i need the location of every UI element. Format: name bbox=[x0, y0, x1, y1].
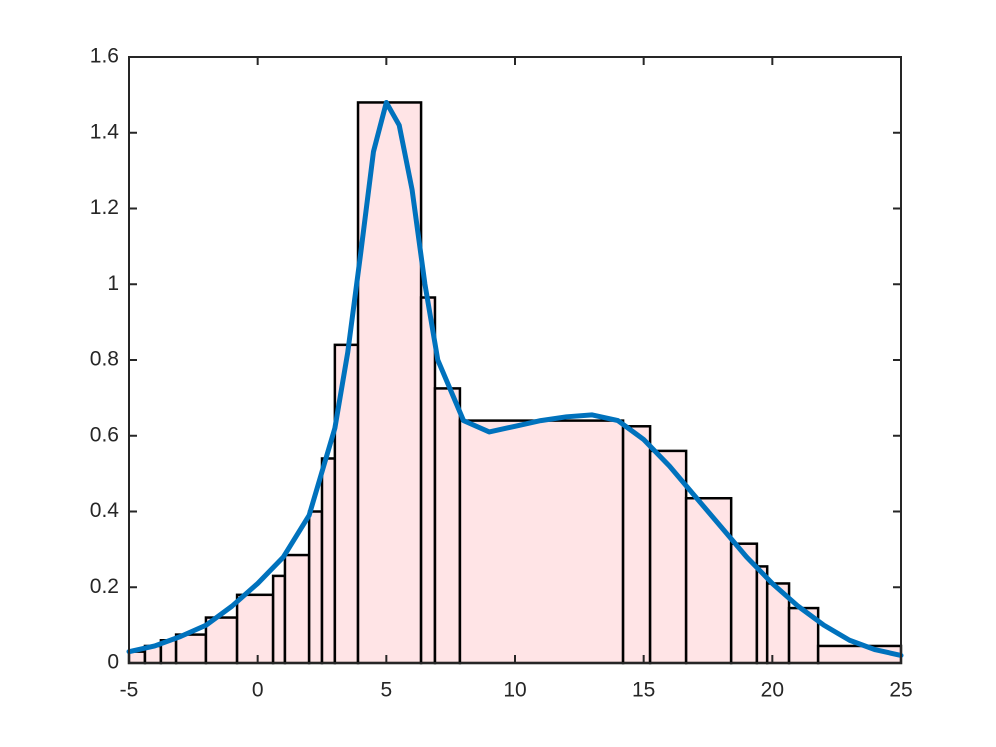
y-tick-label: 1.2 bbox=[90, 196, 119, 219]
histogram-bar bbox=[204, 616, 239, 665]
x-tick-label: 25 bbox=[889, 679, 912, 702]
histogram-bar bbox=[307, 510, 324, 665]
histogram-bar bbox=[621, 425, 652, 665]
y-tick-label: 1.4 bbox=[90, 120, 120, 143]
histogram-bar bbox=[283, 553, 311, 665]
y-tick-label: 0.4 bbox=[90, 499, 120, 522]
x-tick-label: 10 bbox=[503, 679, 526, 702]
y-tick-label: 0.8 bbox=[90, 348, 119, 371]
histogram-bar bbox=[684, 496, 733, 665]
density-curve bbox=[126, 99, 904, 658]
x-tick-label: 20 bbox=[761, 679, 784, 702]
y-tick-label: 0.6 bbox=[90, 423, 119, 446]
histogram-bar bbox=[333, 343, 360, 665]
y-tick-label: 0.2 bbox=[90, 575, 119, 598]
histogram-bar bbox=[235, 593, 275, 665]
histogram-bar bbox=[755, 565, 769, 665]
y-tick-label: 1 bbox=[107, 272, 119, 295]
histogram-bar bbox=[320, 457, 337, 665]
x-tick-label: 15 bbox=[632, 679, 655, 702]
y-tick-label: 0 bbox=[107, 651, 119, 674]
histogram-bar bbox=[433, 387, 462, 665]
x-tick-label: -5 bbox=[120, 679, 139, 702]
histogram-bar bbox=[271, 574, 287, 665]
histogram-bar bbox=[419, 296, 437, 665]
histogram-bar bbox=[648, 449, 688, 665]
y-tick-label: 1.6 bbox=[90, 45, 119, 68]
x-tick-label: 5 bbox=[380, 679, 392, 702]
histogram-bar bbox=[458, 419, 625, 665]
x-tick-label: 0 bbox=[252, 679, 264, 702]
